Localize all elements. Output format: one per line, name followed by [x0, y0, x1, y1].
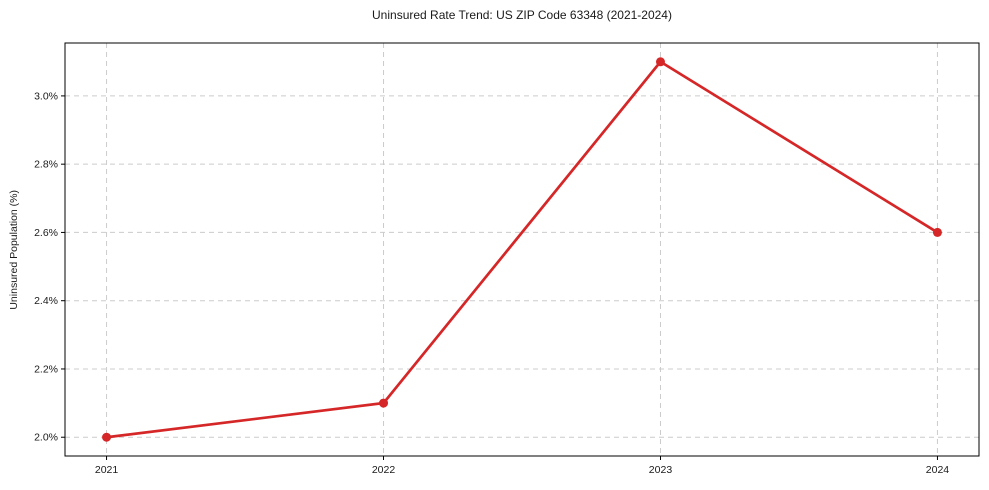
trend-line: [105, 60, 939, 439]
data-point: [379, 398, 389, 408]
x-tick-label: 2022: [372, 464, 396, 476]
y-tick-label: 2.8%: [34, 159, 58, 171]
y-tick-label: 3.0%: [34, 90, 58, 102]
y-tick-label: 2.6%: [34, 227, 58, 239]
plot-background: [65, 43, 979, 456]
data-point: [655, 57, 665, 67]
data-point: [932, 227, 942, 237]
y-tick-label: 2.2%: [34, 363, 58, 375]
x-tick-label: 2021: [95, 464, 119, 476]
y-tick-label: 2.0%: [34, 432, 58, 444]
x-tick-label: 2023: [649, 464, 673, 476]
data-point: [102, 432, 112, 442]
chart-title: Uninsured Rate Trend: US ZIP Code 63348 …: [372, 8, 672, 22]
x-tick-label: 2024: [926, 464, 950, 476]
y-tick-label: 2.4%: [34, 295, 58, 307]
plot-border: [64, 42, 980, 457]
